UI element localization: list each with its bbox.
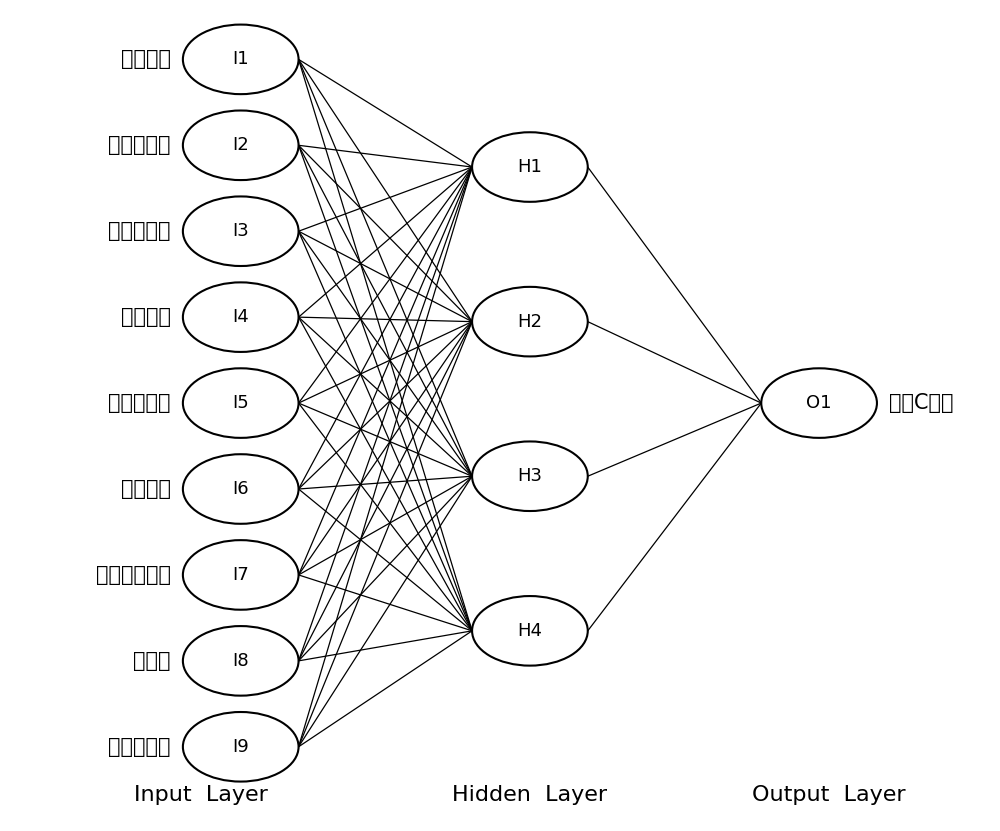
Text: Output  Layer: Output Layer xyxy=(752,784,906,804)
Ellipse shape xyxy=(183,111,299,180)
Text: I4: I4 xyxy=(232,308,249,326)
Ellipse shape xyxy=(472,287,588,356)
Text: H4: H4 xyxy=(517,622,542,640)
Ellipse shape xyxy=(183,455,299,524)
Text: Input  Layer: Input Layer xyxy=(134,784,268,804)
Ellipse shape xyxy=(183,283,299,352)
Text: I5: I5 xyxy=(232,394,249,412)
Text: I6: I6 xyxy=(232,480,249,498)
Text: I3: I3 xyxy=(232,222,249,240)
Text: H1: H1 xyxy=(517,158,542,176)
Ellipse shape xyxy=(472,441,588,511)
Text: 铁水碳含量: 铁水碳含量 xyxy=(108,135,171,155)
Ellipse shape xyxy=(183,196,299,266)
Text: 自产生石灰块: 自产生石灰块 xyxy=(96,565,171,585)
Text: Hidden  Layer: Hidden Layer xyxy=(452,784,607,804)
Text: 废钢重量: 废钢重量 xyxy=(121,307,171,327)
Text: I7: I7 xyxy=(232,566,249,584)
Text: H2: H2 xyxy=(517,312,542,331)
Ellipse shape xyxy=(183,25,299,94)
Text: 铁水硅含量: 铁水硅含量 xyxy=(108,221,171,241)
Text: I9: I9 xyxy=(232,738,249,755)
Ellipse shape xyxy=(183,368,299,438)
Ellipse shape xyxy=(472,596,588,666)
Text: 余钢碳质量: 余钢碳质量 xyxy=(108,737,171,757)
Ellipse shape xyxy=(183,626,299,696)
Text: 余钢量: 余钢量 xyxy=(133,651,171,671)
Ellipse shape xyxy=(183,540,299,610)
Text: H3: H3 xyxy=(517,467,542,485)
Text: 铁水重量: 铁水重量 xyxy=(121,49,171,69)
Text: 天然气耗量: 天然气耗量 xyxy=(108,393,171,413)
Text: 钢水C含量: 钢水C含量 xyxy=(889,393,953,413)
Ellipse shape xyxy=(183,712,299,782)
Text: I2: I2 xyxy=(232,136,249,155)
Text: I8: I8 xyxy=(232,652,249,670)
Text: 氧气耗量: 氧气耗量 xyxy=(121,479,171,499)
Text: I1: I1 xyxy=(232,51,249,68)
Ellipse shape xyxy=(761,368,877,438)
Ellipse shape xyxy=(472,132,588,202)
Text: O1: O1 xyxy=(806,394,832,412)
